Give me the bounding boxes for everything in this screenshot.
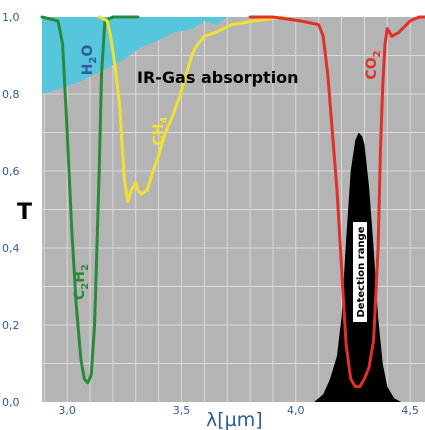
- y-axis-label: T: [17, 200, 32, 225]
- y-tick-label: 0,8: [2, 88, 20, 101]
- label-c2h2: C2H2: [72, 264, 91, 300]
- x-axis-label: λ[µm]: [206, 409, 263, 430]
- label-ch4: CH4: [151, 116, 170, 145]
- svg-text:CO2: CO2: [364, 50, 383, 79]
- series-area-h2o: [42, 17, 228, 94]
- x-tick-label: 3,0: [58, 404, 76, 417]
- series-line-co2: [248, 15, 425, 389]
- y-tick-label: 0,0: [2, 396, 20, 409]
- svg-text:Detection range: Detection range: [356, 226, 367, 317]
- y-tick-label: 0,6: [2, 165, 20, 178]
- series-line-c2h2: [40, 15, 140, 385]
- x-tick-label: 4,5: [401, 404, 419, 417]
- y-tick-label: 0,2: [2, 319, 20, 332]
- svg-text:C2H2: C2H2: [72, 264, 91, 300]
- label-h2o: H2O: [80, 45, 99, 76]
- y-tick-label: 1,0: [2, 11, 20, 24]
- label-co2: CO2: [364, 50, 383, 79]
- label-detection-range: Detection range: [353, 222, 367, 322]
- series-line-ch4: [97, 15, 286, 204]
- chart-title: IR-Gas absorption: [137, 68, 299, 87]
- tick-labels: 3,0 3,5 4,0 4,5 0,0 0,2 0,4 0,6 0,8 1,0: [2, 11, 419, 417]
- svg-text:CH4: CH4: [151, 116, 170, 145]
- svg-text:H2O: H2O: [80, 45, 99, 76]
- x-tick-label: 4,0: [287, 404, 305, 417]
- series-lines: [40, 15, 425, 389]
- x-tick-label: 3,5: [173, 404, 191, 417]
- y-tick-label: 0,4: [2, 242, 20, 255]
